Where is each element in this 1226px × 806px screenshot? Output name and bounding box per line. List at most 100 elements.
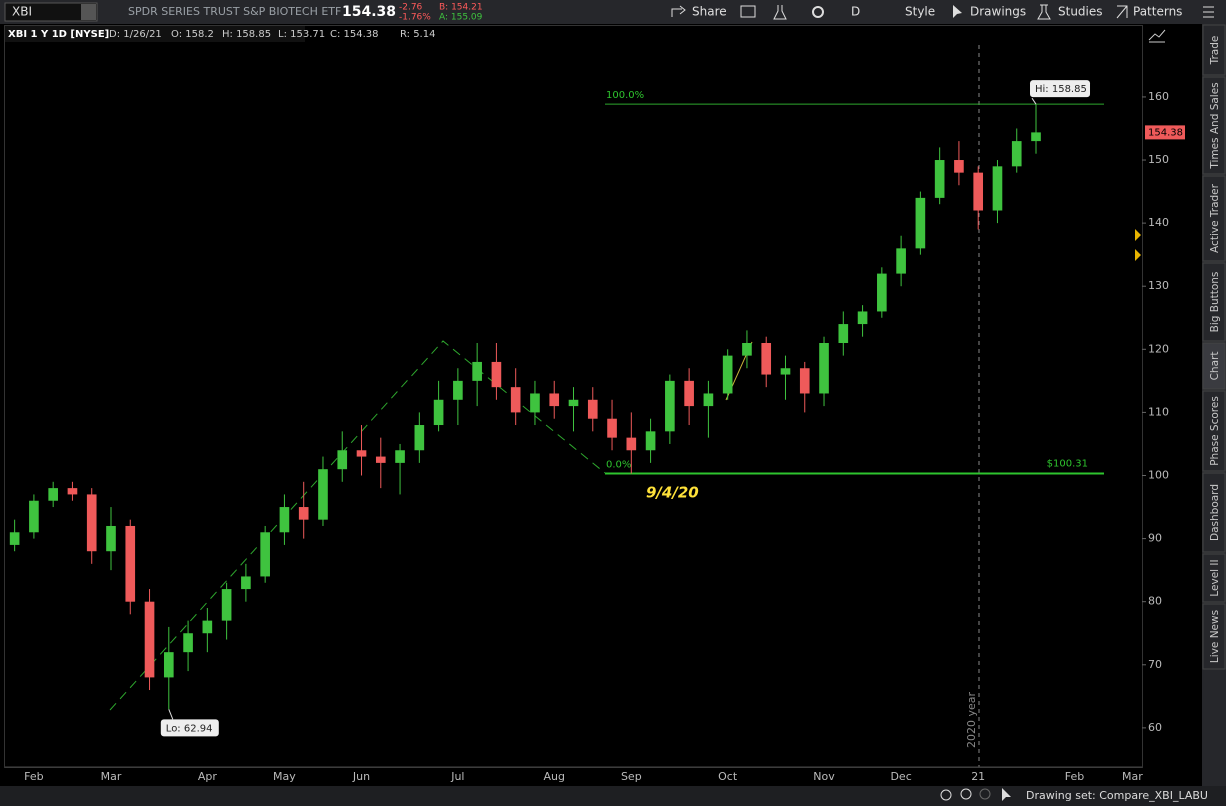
symbol: XBI — [12, 5, 32, 19]
candle-body — [915, 197, 926, 249]
drawings-button[interactable]: Drawings — [970, 5, 1026, 19]
sidebar-tab[interactable] — [1202, 24, 1226, 76]
study-info-item: O: 158.2 — [171, 29, 214, 40]
candle-body — [144, 601, 155, 678]
studies-icon — [1037, 4, 1051, 20]
patterns-button[interactable]: Patterns — [1133, 5, 1182, 19]
y-tick-label: 110 — [1148, 405, 1169, 418]
share-button[interactable]: Share — [692, 5, 727, 19]
lo-label: Lo: 62.94 — [166, 723, 213, 734]
candle-body — [838, 324, 849, 343]
sidebar-tab-label: Active Trader — [1209, 183, 1221, 253]
y-tick-label: 120 — [1148, 342, 1169, 355]
candle-body — [587, 399, 598, 419]
candle-body — [433, 399, 444, 426]
sidebar-tab-label: Chart — [1209, 352, 1221, 381]
study-info-item: C: 154.38 — [330, 29, 379, 40]
candle-body — [260, 532, 270, 577]
style-button[interactable]: Style — [905, 5, 935, 19]
alert-markers — [1135, 229, 1141, 261]
lo-label-box — [160, 719, 219, 737]
y-tick-label: 130 — [1148, 279, 1169, 292]
plot: 60 70 80 90 100 110 120 130 140 150 160 Feb Mar Apr Ma… — [5, 80, 1185, 783]
hi-label: Hi: 158.85 — [1035, 84, 1087, 95]
patterns-icon — [1116, 5, 1128, 19]
candle-body — [607, 418, 617, 438]
y-tick-label: 80 — [1148, 595, 1162, 608]
notes-icon[interactable] — [740, 5, 756, 18]
candle-body — [742, 343, 752, 356]
pan-icon[interactable] — [940, 789, 952, 801]
cursor-icon[interactable] — [1002, 788, 1011, 801]
candle-body — [67, 488, 78, 495]
candle-body — [318, 469, 328, 520]
year-marker: 2020 year — [965, 691, 978, 748]
drawing-set: Drawing set: Compare_XBI_LABU — [1026, 789, 1208, 802]
candle-body — [877, 273, 887, 312]
x-tick-label: Aug — [543, 770, 564, 783]
candle-body — [298, 507, 309, 520]
candle-body — [29, 500, 39, 533]
zoom-in-icon[interactable] — [960, 788, 972, 800]
sidebar-tab-label: Times And Sales — [1209, 82, 1221, 169]
candle-body — [106, 525, 116, 552]
sidebar-tab[interactable] — [1202, 342, 1226, 390]
candle-body — [799, 368, 810, 394]
drawing-tool-icon[interactable] — [1148, 29, 1166, 43]
candle-body — [703, 393, 714, 407]
candle-body — [857, 311, 868, 325]
x-tick-label: Apr — [198, 770, 218, 783]
x-tick-label: Feb — [24, 770, 43, 783]
studies-button[interactable]: Studies — [1058, 5, 1103, 19]
sidebar-tab[interactable] — [1202, 472, 1226, 553]
sidebar-tab[interactable] — [1202, 76, 1226, 175]
gear-icon[interactable] — [812, 6, 824, 18]
study-info-item: D: 1/26/21 — [109, 29, 162, 40]
sidebar-tab[interactable] — [1202, 553, 1226, 603]
menu-icon[interactable] — [1203, 6, 1214, 18]
sidebar-tab[interactable] — [1202, 390, 1226, 472]
candle-body — [395, 450, 405, 463]
symbol-box[interactable] — [4, 2, 98, 22]
y-tick-label: 90 — [1148, 532, 1162, 545]
candle-body — [973, 172, 984, 211]
candle-body — [896, 248, 906, 274]
candle-body — [356, 450, 367, 457]
bid: B: 154.21 — [439, 3, 483, 13]
candle-body — [684, 380, 694, 407]
candle-body — [183, 633, 193, 653]
candle-body — [453, 380, 463, 400]
toolbar — [0, 0, 1226, 24]
candle-body — [780, 368, 791, 375]
candle-body — [568, 399, 579, 407]
x-tick-label: Nov — [813, 770, 835, 783]
y-tick-label: 100 — [1148, 469, 1169, 482]
last-price: 154.38 — [342, 4, 396, 20]
x-tick-label: Jun — [352, 770, 370, 783]
study-info: XBI 1 Y 1D [NYSE] D: 1/26/21 O: 158.2 H: 15… — [8, 29, 435, 40]
x-tick-label: Mar — [101, 770, 122, 783]
sidebar-tab[interactable] — [1202, 175, 1226, 262]
fib-level-label: 100.0% — [606, 90, 644, 101]
candle-body — [665, 380, 675, 432]
candle-body — [414, 425, 425, 451]
y-tick-label: 160 — [1148, 90, 1169, 103]
zoom-out-icon[interactable] — [979, 788, 991, 800]
candle-body — [992, 166, 1003, 211]
fib-price-label: $100.31 — [1047, 459, 1088, 470]
candle-body — [530, 393, 540, 413]
x-tick-label: Mar — [1122, 770, 1143, 783]
toolbar-buttons: Share D Style Drawings Studies Patterns — [671, 4, 1214, 20]
aggregation-button[interactable]: D — [851, 5, 860, 19]
flask-icon[interactable] — [773, 5, 787, 20]
sidebar-tab[interactable] — [1202, 603, 1226, 670]
symbol-dropdown[interactable] — [81, 4, 96, 20]
last-price-bubble — [1145, 125, 1185, 140]
candle-body — [337, 450, 348, 470]
x-tick-label: Oct — [718, 770, 738, 783]
candle-body — [375, 456, 386, 463]
candle-body — [163, 652, 174, 678]
sidebar-tab[interactable] — [1202, 262, 1226, 342]
candle-body — [549, 393, 560, 407]
drawings-icon — [953, 5, 962, 18]
